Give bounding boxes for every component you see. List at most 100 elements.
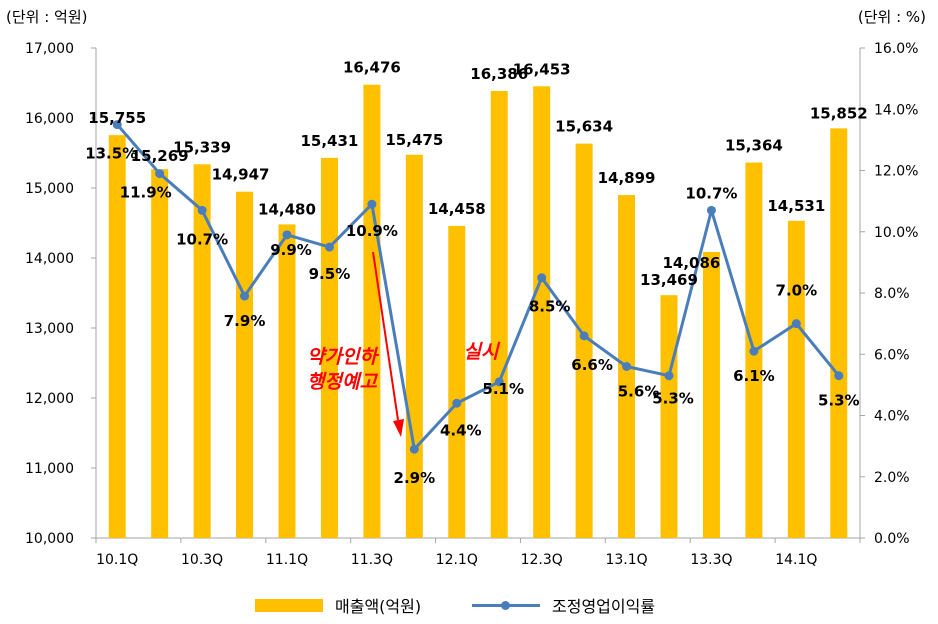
margin-data-label: 5.3% [652, 390, 694, 408]
right-axis-tick-label: 4.0% [874, 409, 910, 425]
margin-data-label: 11.9% [120, 184, 172, 202]
annotation-arrow-shaft [372, 251, 399, 421]
x-axis-tick-label: 12.1Q [436, 552, 478, 568]
margin-data-label: 7.9% [224, 312, 266, 330]
left-axis-tick-label: 12,000 [25, 391, 74, 407]
revenue-bar [363, 84, 381, 539]
margin-data-label: 7.0% [776, 282, 818, 300]
right-axis-tick-label: 8.0% [874, 286, 910, 302]
revenue-bar [660, 295, 678, 538]
margin-point [112, 120, 122, 130]
margin-point [155, 169, 165, 179]
left-axis-tick-label: 14,000 [25, 251, 74, 267]
annotation-text-price-cut-notice: 약가인하 [307, 346, 379, 368]
margin-data-label: 2.9% [394, 469, 436, 487]
revenue-data-label: 15,475 [385, 131, 443, 149]
left-axis-tick-label: 17,000 [25, 41, 74, 57]
right-axis-tick-label: 12.0% [874, 164, 918, 180]
margin-data-label: 10.7% [685, 184, 737, 202]
revenue-data-label: 14,899 [598, 169, 656, 187]
margin-point [494, 377, 504, 387]
revenue-bar [236, 191, 254, 538]
right-axis-tick-label: 0.0% [874, 531, 910, 547]
left-axis-tick-label: 10,000 [25, 531, 74, 547]
revenue-data-label: 14,086 [662, 254, 720, 272]
revenue-data-label: 15,431 [300, 132, 358, 150]
annotation-text-implementation: 실시 [464, 341, 501, 363]
revenue-bar [533, 86, 551, 538]
x-axis-tick-label: 11.3Q [351, 552, 393, 568]
right-axis-tick-label: 2.0% [874, 470, 910, 486]
revenue-data-label: 14,480 [258, 200, 316, 218]
margin-data-label: 5.6% [618, 383, 660, 401]
revenue-bar [702, 251, 720, 539]
margin-point [282, 230, 292, 240]
right-axis-tick-label: 16.0% [874, 41, 918, 57]
legend-label-revenue: 매출액(억원) [335, 597, 422, 616]
revenue-data-label: 14,947 [212, 166, 270, 184]
margin-point [834, 371, 844, 381]
revenue-data-label: 14,531 [767, 197, 825, 215]
revenue-data-label: 15,364 [725, 137, 783, 155]
margin-data-label: 10.9% [346, 222, 398, 240]
legend-item-revenue: 매출액(억원) [255, 592, 421, 618]
revenue-data-label: 16,453 [513, 60, 571, 78]
revenue-bar [575, 143, 593, 538]
revenue-bar [448, 225, 466, 538]
x-axis-tick-label: 12.3Q [521, 552, 563, 568]
revenue-data-label: 16,386 [470, 65, 528, 83]
legend-label-margin: 조정영업이익률 [552, 597, 656, 616]
margin-point [664, 371, 674, 381]
revenue-data-label: 15,852 [810, 104, 868, 122]
margin-data-label: 6.6% [571, 356, 613, 374]
left-axis-tick-label: 13,000 [25, 321, 74, 337]
x-axis-tick-label: 11.1Q [266, 552, 308, 568]
left-axis-tick-label: 11,000 [25, 461, 74, 477]
margin-data-label: 5.1% [482, 380, 524, 398]
legend-swatch-bar [255, 598, 323, 612]
annotation-text-price-cut-notice: 행정예고 [307, 371, 378, 393]
legend-item-margin: 조정영업이익률 [472, 592, 655, 618]
x-axis-tick-label: 14.1Q [775, 552, 817, 568]
right-axis-tick-label: 10.0% [874, 225, 918, 241]
margin-point [197, 205, 207, 215]
revenue-data-label: 15,755 [88, 109, 146, 127]
revenue-data-label: 13,469 [640, 271, 698, 289]
revenue-data-label: 14,458 [428, 200, 486, 218]
margin-data-label: 10.7% [176, 230, 228, 248]
margin-point [452, 398, 462, 408]
x-axis-tick-label: 13.1Q [605, 552, 647, 568]
revenue-bar [108, 135, 126, 538]
margin-point [367, 199, 377, 209]
revenue-bar [320, 157, 338, 538]
annotation-arrow-head [393, 419, 404, 437]
margin-point [579, 331, 589, 341]
right-axis-tick-label: 14.0% [874, 102, 918, 118]
margin-data-label: 9.9% [270, 241, 312, 259]
left-axis-unit-label: (단위 : 억원) [6, 8, 88, 26]
left-axis-tick-label: 16,000 [25, 111, 74, 127]
x-axis-tick-label: 13.3Q [690, 552, 732, 568]
revenue-bar [151, 169, 169, 539]
left-axis-tick-label: 15,000 [25, 181, 74, 197]
margin-point [409, 444, 419, 454]
margin-data-label: 5.3% [818, 392, 860, 410]
margin-point [791, 319, 801, 329]
revenue-data-label: 16,476 [343, 59, 401, 77]
revenue-bar [278, 224, 296, 538]
legend-swatch-line [472, 599, 540, 612]
margin-point [622, 362, 632, 371]
margin-point [706, 205, 716, 215]
margin-data-label: 8.5% [529, 298, 571, 316]
revenue-bar [787, 220, 805, 538]
revenue-bar [830, 128, 848, 539]
margin-data-label: 13.5% [85, 145, 137, 163]
revenue-data-label: 15,269 [131, 147, 189, 165]
revenue-bar [193, 164, 211, 538]
margin-data-label: 6.1% [733, 367, 775, 385]
margin-point [749, 346, 759, 356]
margin-line [116, 123, 840, 451]
margin-data-label: 9.5% [309, 265, 351, 283]
revenue-data-label: 15,339 [173, 138, 231, 156]
